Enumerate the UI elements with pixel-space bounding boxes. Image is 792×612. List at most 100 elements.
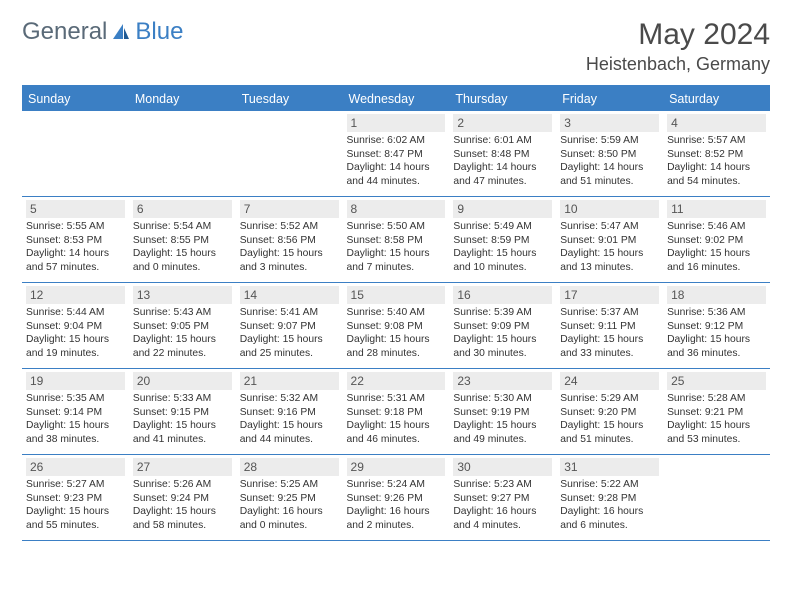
day-header: Thursday (449, 87, 556, 111)
day-cell: 4 Sunrise: 5:57 AMSunset: 8:52 PMDaylight… (663, 111, 770, 196)
day-cell: 19Sunrise: 5:35 AMSunset: 9:14 PMDayligh… (22, 369, 129, 454)
day-number: 23 (453, 372, 552, 390)
day-number: 2 (453, 114, 552, 132)
day-cell: 10 Sunrise: 5:47 AMSunset: 9:01 PMDayligh… (556, 197, 663, 282)
day-cell: 16 Sunrise: 5:39 AMSunset: 9:09 PMDayligh… (449, 283, 556, 368)
day-cell: 2 Sunrise: 6:01 AMSunset: 8:48 PMDaylight… (449, 111, 556, 196)
day-info: Sunrise: 5:24 AMSunset: 9:26 PMDaylight:… (347, 478, 446, 532)
day-cell: 6 Sunrise: 5:54 AMSunset: 8:55 PMDaylight… (129, 197, 236, 282)
day-info: Sunrise: 5:50 AMSunset: 8:58 PMDaylight:… (347, 220, 446, 274)
day-number: 9 (453, 200, 552, 218)
day-number: 17 (560, 286, 659, 304)
day-cell: 13Sunrise: 5:43 AMSunset: 9:05 PMDayligh… (129, 283, 236, 368)
day-info: Sunrise: 5:54 AMSunset: 8:55 PMDaylight:… (133, 220, 232, 274)
day-number: 19 (26, 372, 125, 390)
day-info: Sunrise: 5:30 AMSunset: 9:19 PMDaylight:… (453, 392, 552, 446)
day-info: Sunrise: 5:31 AMSunset: 9:18 PMDaylight:… (347, 392, 446, 446)
day-number: 4 (667, 114, 766, 132)
day-cell (236, 111, 343, 196)
day-info: Sunrise: 6:02 AMSunset: 8:47 PMDaylight:… (347, 134, 446, 188)
day-info: Sunrise: 5:26 AMSunset: 9:24 PMDaylight:… (133, 478, 232, 532)
day-number: 10 (560, 200, 659, 218)
day-cell: 18Sunrise: 5:36 AMSunset: 9:12 PMDayligh… (663, 283, 770, 368)
title-block: May 2024 Heistenbach, Germany (586, 18, 770, 75)
day-info: Sunrise: 6:01 AMSunset: 8:48 PMDaylight:… (453, 134, 552, 188)
day-info: Sunrise: 5:57 AMSunset: 8:52 PMDaylight:… (667, 134, 766, 188)
day-cell: 23 Sunrise: 5:30 AMSunset: 9:19 PMDayligh… (449, 369, 556, 454)
day-info: Sunrise: 5:36 AMSunset: 9:12 PMDaylight:… (667, 306, 766, 360)
day-info: Sunrise: 5:28 AMSunset: 9:21 PMDaylight:… (667, 392, 766, 446)
day-cell: 14 Sunrise: 5:41 AMSunset: 9:07 PMDayligh… (236, 283, 343, 368)
day-info: Sunrise: 5:47 AMSunset: 9:01 PMDaylight:… (560, 220, 659, 274)
day-number: 8 (347, 200, 446, 218)
day-info: Sunrise: 5:40 AMSunset: 9:08 PMDaylight:… (347, 306, 446, 360)
day-number: 22 (347, 372, 446, 390)
day-info: Sunrise: 5:41 AMSunset: 9:07 PMDaylight:… (240, 306, 339, 360)
day-number: 24 (560, 372, 659, 390)
day-info: Sunrise: 5:33 AMSunset: 9:15 PMDaylight:… (133, 392, 232, 446)
day-header: Monday (129, 87, 236, 111)
day-cell: 30 Sunrise: 5:23 AMSunset: 9:27 PMDayligh… (449, 455, 556, 540)
logo-text-1: General (22, 18, 107, 46)
day-info: Sunrise: 5:27 AMSunset: 9:23 PMDaylight:… (26, 478, 125, 532)
day-header: Tuesday (236, 87, 343, 111)
day-info: Sunrise: 5:39 AMSunset: 9:09 PMDaylight:… (453, 306, 552, 360)
day-cell: 24 Sunrise: 5:29 AMSunset: 9:20 PMDayligh… (556, 369, 663, 454)
day-cell: 3 Sunrise: 5:59 AMSunset: 8:50 PMDaylight… (556, 111, 663, 196)
day-cell: 5Sunrise: 5:55 AMSunset: 8:53 PMDaylight… (22, 197, 129, 282)
day-cell (663, 455, 770, 540)
day-number: 6 (133, 200, 232, 218)
day-number: 21 (240, 372, 339, 390)
week-row: 5Sunrise: 5:55 AMSunset: 8:53 PMDaylight… (22, 197, 770, 283)
day-number: 20 (133, 372, 232, 390)
day-cell (129, 111, 236, 196)
calendar: SundayMondayTuesdayWednesdayThursdayFrid… (22, 85, 770, 541)
day-header-row: SundayMondayTuesdayWednesdayThursdayFrid… (22, 87, 770, 111)
day-number: 3 (560, 114, 659, 132)
week-row: 19Sunrise: 5:35 AMSunset: 9:14 PMDayligh… (22, 369, 770, 455)
day-cell: 22 Sunrise: 5:31 AMSunset: 9:18 PMDayligh… (343, 369, 450, 454)
week-row: 1 Sunrise: 6:02 AMSunset: 8:47 PMDaylight… (22, 111, 770, 197)
day-cell: 8 Sunrise: 5:50 AMSunset: 8:58 PMDaylight… (343, 197, 450, 282)
day-info: Sunrise: 5:23 AMSunset: 9:27 PMDaylight:… (453, 478, 552, 532)
day-cell: 9 Sunrise: 5:49 AMSunset: 8:59 PMDaylight… (449, 197, 556, 282)
day-number: 30 (453, 458, 552, 476)
week-row: 12 Sunrise: 5:44 AMSunset: 9:04 PMDayligh… (22, 283, 770, 369)
day-cell: 20 Sunrise: 5:33 AMSunset: 9:15 PMDayligh… (129, 369, 236, 454)
day-info: Sunrise: 5:44 AMSunset: 9:04 PMDaylight:… (26, 306, 125, 360)
day-cell: 21 Sunrise: 5:32 AMSunset: 9:16 PMDayligh… (236, 369, 343, 454)
day-info: Sunrise: 5:49 AMSunset: 8:59 PMDaylight:… (453, 220, 552, 274)
day-number: 1 (347, 114, 446, 132)
day-number: 28 (240, 458, 339, 476)
day-number: 11 (667, 200, 766, 218)
day-cell: 26Sunrise: 5:27 AMSunset: 9:23 PMDayligh… (22, 455, 129, 540)
logo: General Blue (22, 18, 183, 46)
day-number: 7 (240, 200, 339, 218)
day-header: Sunday (22, 87, 129, 111)
day-info: Sunrise: 5:32 AMSunset: 9:16 PMDaylight:… (240, 392, 339, 446)
month-title: May 2024 (586, 18, 770, 52)
day-cell: 25Sunrise: 5:28 AMSunset: 9:21 PMDayligh… (663, 369, 770, 454)
day-cell: 1 Sunrise: 6:02 AMSunset: 8:47 PMDaylight… (343, 111, 450, 196)
day-info: Sunrise: 5:55 AMSunset: 8:53 PMDaylight:… (26, 220, 125, 274)
day-header: Saturday (663, 87, 770, 111)
day-info: Sunrise: 5:52 AMSunset: 8:56 PMDaylight:… (240, 220, 339, 274)
day-cell: 28 Sunrise: 5:25 AMSunset: 9:25 PMDayligh… (236, 455, 343, 540)
day-header: Wednesday (343, 87, 450, 111)
day-number: 14 (240, 286, 339, 304)
day-number: 27 (133, 458, 232, 476)
day-cell: 7 Sunrise: 5:52 AMSunset: 8:56 PMDaylight… (236, 197, 343, 282)
day-info: Sunrise: 5:37 AMSunset: 9:11 PMDaylight:… (560, 306, 659, 360)
day-number: 12 (26, 286, 125, 304)
day-cell: 12 Sunrise: 5:44 AMSunset: 9:04 PMDayligh… (22, 283, 129, 368)
day-info: Sunrise: 5:59 AMSunset: 8:50 PMDaylight:… (560, 134, 659, 188)
day-info: Sunrise: 5:22 AMSunset: 9:28 PMDaylight:… (560, 478, 659, 532)
day-number: 16 (453, 286, 552, 304)
day-cell: 15Sunrise: 5:40 AMSunset: 9:08 PMDayligh… (343, 283, 450, 368)
day-info: Sunrise: 5:29 AMSunset: 9:20 PMDaylight:… (560, 392, 659, 446)
day-cell: 27 Sunrise: 5:26 AMSunset: 9:24 PMDayligh… (129, 455, 236, 540)
location: Heistenbach, Germany (586, 54, 770, 75)
day-cell: 11Sunrise: 5:46 AMSunset: 9:02 PMDayligh… (663, 197, 770, 282)
day-info: Sunrise: 5:25 AMSunset: 9:25 PMDaylight:… (240, 478, 339, 532)
logo-text-2: Blue (135, 18, 183, 46)
